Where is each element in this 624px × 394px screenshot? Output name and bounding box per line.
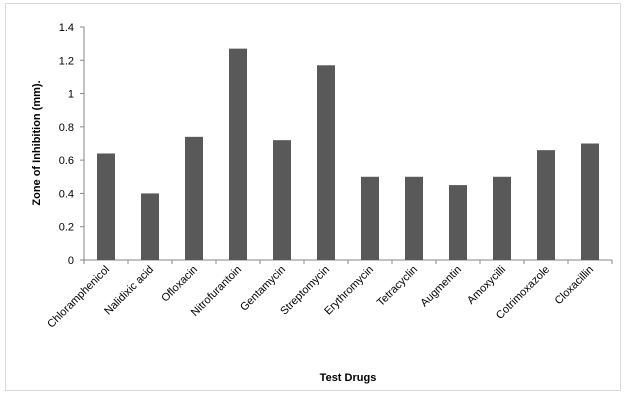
y-tick-label: 0.4 (59, 188, 74, 200)
y-tick-label: 1.4 (59, 22, 74, 34)
x-tick-label: Tetracyclin (375, 264, 420, 309)
bar-nalidixic-acid (141, 193, 159, 260)
bar-streptomycin (317, 65, 335, 261)
x-axis-title: Test Drugs (320, 372, 377, 384)
bar-erythromycin (361, 176, 379, 260)
y-axis-title: Zone of Inhibition (mm). (31, 80, 43, 205)
bar-augmentin (449, 185, 467, 260)
bar-tetracyclin (405, 176, 423, 260)
y-tick-label: 0.2 (59, 222, 74, 234)
y-tick-label: 0 (68, 255, 74, 267)
bar-cotrimoxazole (537, 150, 555, 260)
bar-nitrofurantoin (229, 48, 247, 261)
x-tick-label: Ofloxacin (159, 264, 200, 305)
y-tick-label: 1 (68, 89, 74, 101)
y-tick-label: 0.8 (59, 122, 74, 134)
bar-cloxacillin (581, 143, 599, 260)
chart-frame (5, 3, 621, 391)
bar-chloramphenicol (97, 153, 115, 260)
x-tick-label: Chloramphenicol (45, 264, 112, 331)
x-tick-label: Cloxacillin (553, 264, 597, 308)
bar-amoxycilli (493, 176, 511, 260)
y-tick-label: 0.6 (59, 155, 74, 167)
x-tick-label: Augmentin (418, 264, 464, 310)
x-tick-label: Amoxycilli (465, 264, 508, 307)
bar-gentamycin (273, 140, 291, 260)
bar-ofloxacin (185, 136, 203, 260)
y-tick-label: 1.2 (59, 55, 74, 67)
